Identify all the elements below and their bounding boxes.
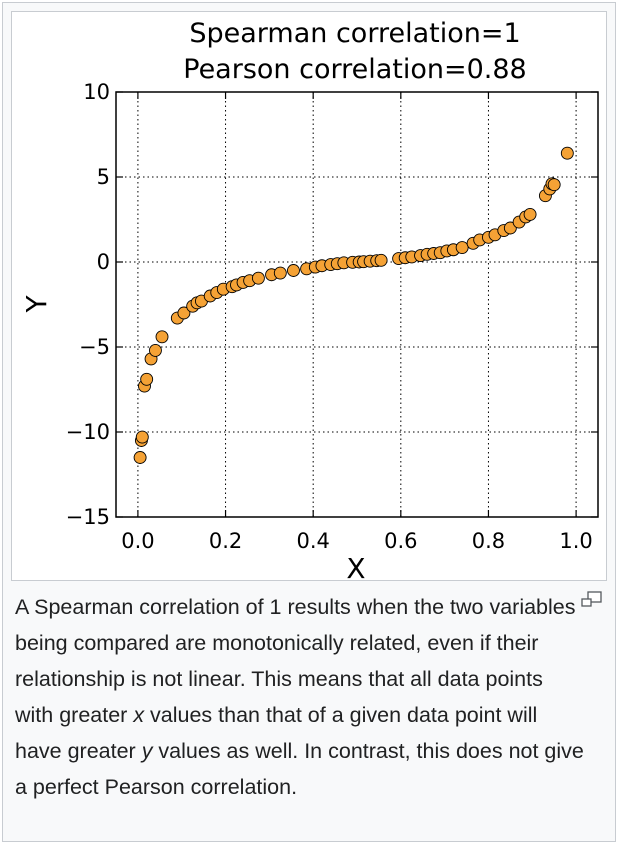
- data-point: [287, 264, 300, 277]
- data-point: [251, 271, 265, 285]
- x-tick-label: 0.0: [121, 529, 154, 553]
- y-tick-label: 5: [97, 165, 110, 189]
- x-tick-label: 0.8: [472, 529, 505, 553]
- data-point: [133, 451, 147, 464]
- x-tick-label: 0.6: [384, 529, 417, 553]
- y-tick-label: −15: [66, 505, 110, 529]
- magnify-clip-icon[interactable]: [581, 591, 603, 609]
- chart-image[interactable]: 0.0 0.2 0.4 0.6 0.8 1.0 10 5 0 −5 −10 −15 Spearman …: [11, 11, 607, 582]
- data-point: [560, 146, 574, 160]
- caption-text-2: values than that of a given data point w…: [15, 703, 538, 763]
- data-point: [455, 241, 469, 255]
- x-tick-label: 0.2: [209, 529, 242, 553]
- data-point: [140, 372, 154, 386]
- data-point: [155, 330, 169, 344]
- y-tick-label: −5: [79, 335, 110, 359]
- scatter-chart: 0.0 0.2 0.4 0.6 0.8 1.0 10 5 0 −5 −10 −15 Spearman …: [20, 18, 599, 582]
- caption-var-x: x: [133, 703, 145, 727]
- data-point: [523, 207, 537, 221]
- y-axis-label: Y: [20, 295, 53, 314]
- chart-title-line1: Spearman correlation=1: [189, 18, 520, 49]
- data-point: [273, 266, 287, 280]
- data-point: [177, 306, 191, 320]
- chart-title-line2: Pearson correlation=0.88: [183, 54, 526, 85]
- data-point: [374, 253, 388, 267]
- x-axis-label: X: [346, 552, 365, 582]
- data-point: [503, 221, 517, 235]
- x-tick-label: 1.0: [559, 529, 592, 553]
- y-tick-label: 10: [83, 80, 110, 104]
- y-tick-label: 0: [97, 250, 110, 274]
- y-tick-label: −10: [66, 420, 110, 444]
- caption-text-1: A Spearman correlation of 1 results when…: [15, 595, 576, 727]
- caption-var-y: y: [141, 739, 153, 763]
- point-layer: [133, 146, 574, 464]
- data-point: [547, 178, 561, 192]
- x-tick-label: 0.4: [296, 529, 329, 553]
- figure-caption: A Spearman correlation of 1 results when…: [15, 589, 585, 805]
- data-point: [148, 343, 162, 357]
- tick-layer: 0.0 0.2 0.4 0.6 0.8 1.0 10 5 0 −5 −10 −15: [66, 80, 598, 553]
- plot-frame: [115, 91, 599, 518]
- data-point: [135, 430, 149, 444]
- caption-text-3: values as well. In contrast, this does n…: [15, 739, 584, 799]
